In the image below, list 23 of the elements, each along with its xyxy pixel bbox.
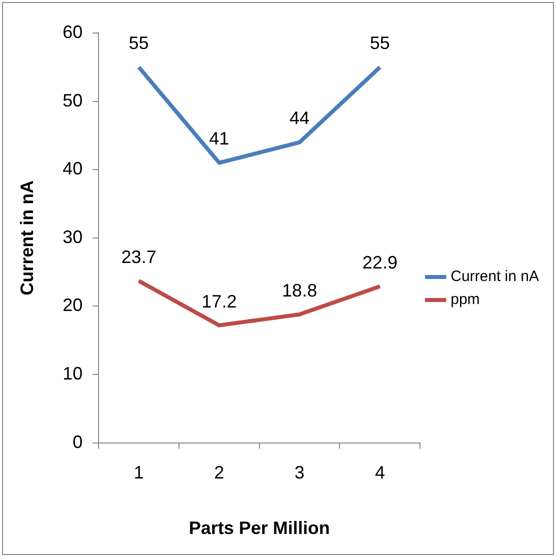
data-label: 55	[128, 33, 149, 54]
x-tick-label: 3	[294, 462, 305, 483]
y-tick-label: 20	[62, 295, 83, 316]
data-label: 41	[209, 128, 230, 149]
legend-label: ppm	[450, 291, 480, 308]
data-label: 22.9	[362, 252, 398, 272]
data-label: 17.2	[202, 291, 237, 312]
y-tick-label: 50	[62, 90, 83, 110]
y-tick-label: 60	[62, 22, 83, 42]
y-tick-label: 30	[62, 226, 83, 247]
x-tick-label: 4	[374, 462, 385, 483]
legend-label: Current in nA	[450, 268, 539, 286]
data-label: 55	[370, 33, 390, 54]
y-tick-label: 10	[62, 363, 83, 384]
x-tick-label: 2	[214, 462, 224, 483]
y-axis-title: Current in nA	[16, 180, 37, 296]
data-label: 44	[290, 108, 310, 128]
x-axis-title: Parts Per Million	[188, 518, 330, 538]
data-label: 18.8	[282, 280, 318, 300]
y-tick-label: 0	[72, 432, 83, 452]
x-tick-label: 1	[134, 462, 144, 483]
y-tick-label: 40	[62, 158, 83, 179]
data-label: 23.7	[121, 246, 156, 267]
